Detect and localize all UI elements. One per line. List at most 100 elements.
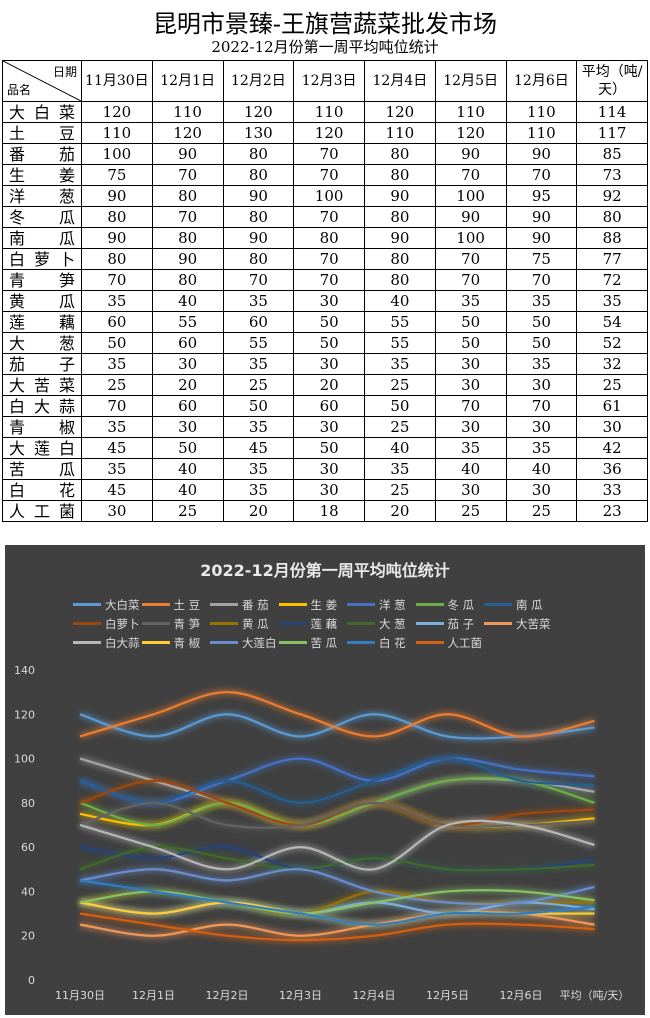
- value-cell: 70: [434, 248, 507, 270]
- value-cell: 72: [576, 269, 648, 291]
- value-cell: 40: [434, 458, 507, 480]
- value-cell: 45: [81, 437, 153, 459]
- product-name: 冬瓜: [2, 206, 82, 228]
- legend-label: 青 椒: [173, 635, 201, 650]
- value-cell: 90: [505, 143, 578, 165]
- y-tick-label: 80: [21, 797, 35, 810]
- column-header: 12月6日: [505, 60, 578, 102]
- legend-item: 苦 瓜: [278, 633, 348, 652]
- series-line: [79, 691, 595, 738]
- legend-item: 土 豆: [141, 595, 211, 614]
- corner-date-label: 日期: [52, 65, 77, 79]
- series-line: [79, 757, 595, 804]
- legend-label: 白萝卜: [105, 616, 140, 631]
- value-cell: 60: [151, 332, 224, 354]
- legend-label: 黄 瓜: [242, 616, 269, 631]
- value-cell: 70: [151, 206, 224, 228]
- product-name: 大莲白: [2, 437, 82, 459]
- product-name: 番茄: [2, 143, 82, 165]
- value-cell: 100: [434, 185, 507, 207]
- table-row: 白花 45 40 35 30 25 30 30 33: [2, 479, 648, 501]
- value-cell: 73: [576, 164, 648, 186]
- value-cell: 70: [505, 395, 578, 417]
- value-cell: 80: [81, 206, 153, 228]
- legend-item: 大苦菜: [484, 614, 553, 633]
- value-cell: 25: [364, 416, 436, 438]
- value-cell: 50: [364, 395, 436, 417]
- table-row: 青笋 70 80 70 70 80 70 70 72: [2, 269, 648, 291]
- legend-item: 番 茄: [210, 595, 279, 614]
- legend-label: 生 姜: [310, 597, 338, 612]
- legend-item: 生 姜: [278, 595, 348, 614]
- product-name: 南瓜: [2, 227, 82, 249]
- value-cell: 90: [81, 185, 153, 207]
- value-cell: 35: [81, 290, 153, 312]
- value-cell: 80: [364, 206, 436, 228]
- value-cell: 35: [81, 458, 153, 480]
- value-cell: 25: [576, 374, 648, 396]
- value-cell: 50: [293, 437, 365, 459]
- series-line: [79, 879, 595, 926]
- value-cell: 55: [364, 311, 436, 333]
- table-row: 人工菌 30 25 20 18 20 25 25 23: [2, 500, 648, 522]
- product-name: 白花: [2, 479, 82, 501]
- tonnage-table: 日期 品名 11月30日 12月1日 12月2日 12月3日 12月4日 12月5日 12月…: [2, 60, 648, 522]
- value-cell: 30: [434, 416, 507, 438]
- table-row: 苦瓜 35 40 35 30 35 40 40 36: [2, 458, 648, 480]
- table-row: 莲藕 60 55 60 50 55 50 50 54: [2, 311, 648, 333]
- value-cell: 100: [81, 143, 153, 165]
- value-cell: 80: [364, 143, 436, 165]
- value-cell: 110: [434, 101, 507, 123]
- table-row: 南瓜 90 80 90 80 90 100 90 88: [2, 227, 648, 249]
- value-cell: 110: [81, 122, 153, 144]
- column-header: 12月2日: [222, 60, 295, 102]
- page-title: 昆明市景臻-王旗营蔬菜批发市场: [152, 10, 498, 38]
- legend-swatch: [73, 641, 101, 644]
- value-cell: 75: [81, 164, 153, 186]
- value-cell: 18: [293, 500, 365, 522]
- value-cell: 100: [293, 185, 365, 207]
- value-cell: 30: [434, 374, 507, 396]
- value-cell: 80: [364, 248, 436, 270]
- value-cell: 80: [222, 206, 295, 228]
- legend-swatch: [347, 641, 375, 644]
- chart-title: 2022-12月份第一周平均吨位统计: [200, 561, 450, 580]
- table-row: 冬瓜 80 70 80 70 80 90 90 80: [2, 206, 648, 228]
- value-cell: 90: [505, 227, 578, 249]
- value-cell: 70: [222, 269, 295, 291]
- table-row: 黄瓜 35 40 35 30 40 35 35 35: [2, 290, 648, 312]
- value-cell: 30: [434, 479, 507, 501]
- series-glow: [79, 866, 596, 908]
- value-cell: 35: [222, 479, 295, 501]
- value-cell: 120: [364, 101, 436, 123]
- legend-swatch: [141, 622, 170, 625]
- series-line: [79, 776, 595, 827]
- value-cell: 50: [505, 311, 578, 333]
- value-cell: 80: [576, 206, 648, 228]
- value-cell: 90: [364, 185, 436, 207]
- value-cell: 25: [364, 374, 436, 396]
- value-cell: 60: [151, 395, 224, 417]
- value-cell: 130: [222, 122, 295, 144]
- product-name: 生姜: [2, 164, 82, 186]
- value-cell: 70: [293, 143, 365, 165]
- product-name: 洋葱: [2, 185, 82, 207]
- value-cell: 70: [293, 164, 365, 186]
- value-cell: 120: [222, 101, 295, 123]
- value-cell: 75: [505, 248, 578, 270]
- legend-label: 冬 瓜: [447, 597, 475, 612]
- value-cell: 25: [222, 374, 295, 396]
- table-row: 青椒 35 30 35 30 25 30 30 30: [2, 416, 648, 438]
- legend-item: 洋 葱: [347, 595, 416, 614]
- table-row: 土豆 110 120 130 120 110 120 110 117: [2, 122, 648, 144]
- value-cell: 54: [576, 311, 648, 333]
- legend-label: 莲 藕: [310, 616, 338, 631]
- table-row: 白萝卜 80 90 80 70 80 70 75 77: [2, 248, 648, 270]
- value-cell: 25: [151, 500, 224, 522]
- product-name: 大葱: [2, 332, 82, 354]
- column-header: 12月3日: [293, 60, 365, 102]
- value-cell: 80: [222, 248, 295, 270]
- legend-item: 白萝卜: [73, 614, 142, 633]
- value-cell: 40: [364, 437, 436, 459]
- value-cell: 70: [293, 206, 365, 228]
